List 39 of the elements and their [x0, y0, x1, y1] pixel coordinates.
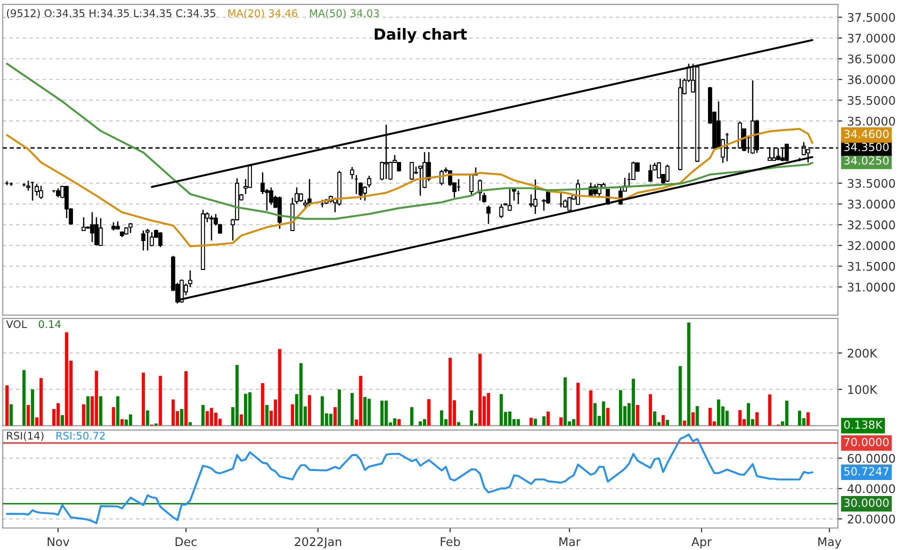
text: Daily chart	[374, 28, 467, 43]
x-tick-label: Nov	[48, 537, 70, 546]
y-tick-label: 32.5000	[848, 220, 895, 230]
ref-line-label: 30.0000	[844, 498, 889, 507]
y-tick-label: 20.0000	[848, 514, 895, 524]
annotation: 0.14	[38, 320, 61, 328]
y-tick-label: 40.0000	[848, 484, 895, 494]
ref-line-label: 34.3500	[844, 142, 889, 152]
x-tick-label: May	[818, 537, 842, 548]
y-tick-label: 31.5000	[848, 262, 895, 271]
text: MA(20) 34.46	[228, 9, 298, 18]
y-tick-label: 60.0000	[848, 454, 895, 463]
x-tick-label: Mar	[559, 537, 581, 546]
chart-title: RSI(14)	[7, 432, 44, 441]
x-tick-label: Apr	[691, 537, 712, 548]
y-tick-label: 100K	[848, 385, 878, 394]
x-tick-label: Dec	[176, 537, 197, 546]
annotation: 34.0250	[844, 156, 889, 165]
text: RSI:50.72	[56, 432, 105, 440]
y-tick-label: 33.5000	[848, 178, 895, 188]
x-tick-label: 2022Jan	[294, 537, 342, 548]
y-tick-label: 36.5000	[848, 54, 895, 64]
y-tick-label: 32.0000	[848, 241, 895, 250]
y-tick-label: 31.0000	[848, 282, 895, 292]
y-tick-label: 36.0000	[848, 75, 895, 84]
annotation: 0.138K	[844, 420, 883, 429]
ref-line-label: 70.0000	[844, 438, 889, 446]
annotation: (9512) O:34.35 H:34.35 L:34.35 C:34.35	[6, 9, 216, 18]
y-tick-label: 37.5000	[848, 12, 895, 22]
x-tick-label: Feb	[440, 537, 460, 546]
y-tick-label: 37.0000	[848, 34, 895, 43]
y-tick-label: 35.5000	[848, 96, 895, 105]
y-tick-label: 200K	[848, 348, 878, 358]
annotation: 50.7247	[844, 467, 888, 476]
y-tick-label: 33.0000	[848, 200, 895, 209]
annotation: 34.4600	[844, 130, 889, 138]
chart-title: VOL	[6, 320, 27, 328]
text: MA(50) 34.03	[310, 9, 379, 18]
y-tick-label: 35.0000	[848, 116, 895, 126]
